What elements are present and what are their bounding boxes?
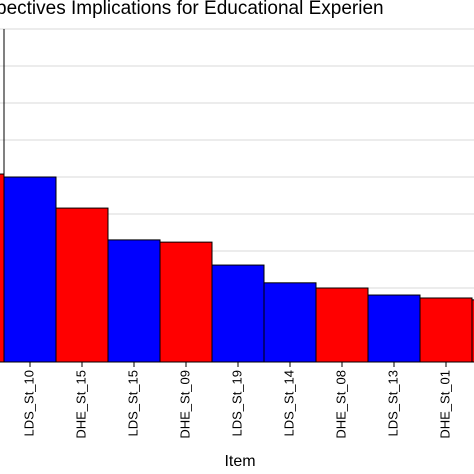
x-tick-label: LDS_St_14 — [281, 370, 296, 437]
bar — [0, 173, 5, 363]
bar — [107, 239, 161, 363]
bar — [367, 294, 421, 363]
x-tick-label: DHE_St_15 — [73, 370, 88, 439]
x-tick-label: DHE_St_09 — [177, 370, 192, 439]
bar — [315, 287, 369, 363]
x-tick-label: LDS_St_15 — [125, 370, 140, 437]
bar — [263, 282, 317, 363]
chart-title: pectives Implications for Educational Ex… — [0, 0, 384, 19]
x-tick-label: LDS_St_19 — [229, 370, 244, 437]
bar — [55, 207, 109, 363]
x-tick-label: LDS_St_13 — [385, 370, 400, 437]
x-tick-label: DHE_St_01 — [437, 370, 452, 439]
x-tick-label: LDS_St_10 — [21, 370, 36, 437]
bar — [471, 299, 474, 363]
bar — [211, 264, 265, 363]
bar — [159, 241, 213, 363]
x-axis-label: Item — [224, 453, 255, 470]
x-tick-label: DHE_St_08 — [333, 370, 348, 439]
bar — [419, 297, 473, 363]
bar — [3, 176, 57, 363]
